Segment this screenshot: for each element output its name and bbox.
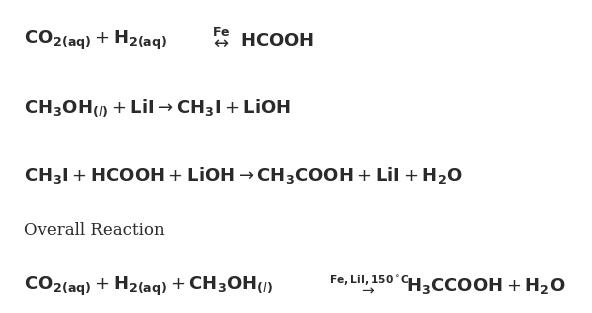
Text: $\overset{\mathbf{Fe}}{\leftrightarrow}$: $\overset{\mathbf{Fe}}{\leftrightarrow}$ <box>210 29 231 52</box>
Text: $\mathbf{CH_3I} + \mathbf{HCOOH} + \mathbf{LiOH} \rightarrow \mathbf{CH_3COOH} +: $\mathbf{CH_3I} + \mathbf{HCOOH} + \math… <box>24 165 462 186</box>
Text: $\overset{\mathbf{Fe,LiI,150^\circ C}}{\rightarrow}$: $\overset{\mathbf{Fe,LiI,150^\circ C}}{\… <box>329 275 409 297</box>
Text: $\mathbf{CO}_{\mathbf{2(aq)}} + \mathbf{H}_{\mathbf{2(aq)}} + \mathbf{CH_3OH}_{\: $\mathbf{CO}_{\mathbf{2(aq)}} + \mathbf{… <box>24 275 273 298</box>
Text: $\mathbf{HCOOH}$: $\mathbf{HCOOH}$ <box>240 32 314 50</box>
Text: $\mathbf{CO}_{\mathbf{2(aq)}} + \mathbf{H}_{\mathbf{2(aq)}}$: $\mathbf{CO}_{\mathbf{2(aq)}} + \mathbf{… <box>24 29 167 52</box>
Text: $\mathbf{H_3CCOOH} + \mathbf{H_2O}$: $\mathbf{H_3CCOOH} + \mathbf{H_2O}$ <box>406 276 565 296</box>
Text: Overall Reaction: Overall Reaction <box>24 222 165 239</box>
Text: $\mathbf{CH_3OH}_{\mathbf{(\mathit{l})}} + \mathbf{LiI} \rightarrow \mathbf{CH_3: $\mathbf{CH_3OH}_{\mathbf{(\mathit{l})}}… <box>24 97 291 119</box>
